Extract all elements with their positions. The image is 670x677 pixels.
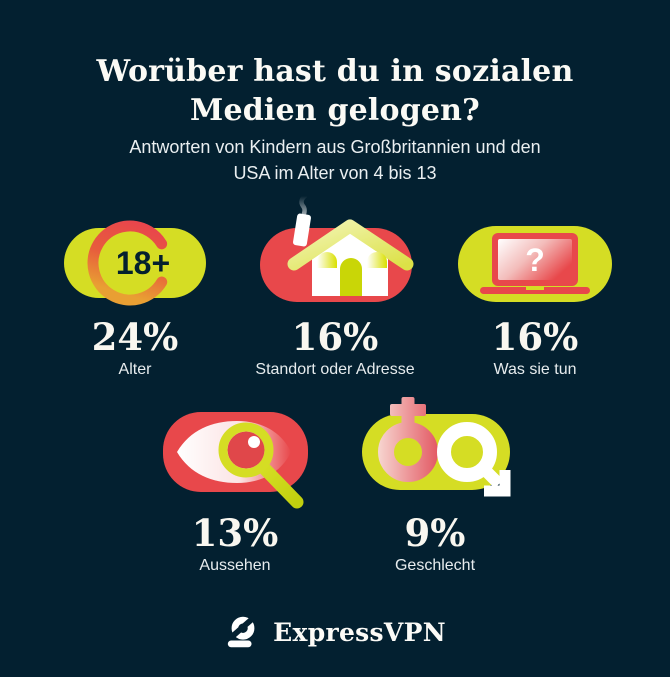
stat-alter: 18+ 24% Alter xyxy=(35,195,235,379)
stat-label: Geschlecht xyxy=(394,557,476,574)
page-subtitle: Antworten von Kindern aus Großbritannien… xyxy=(0,134,670,186)
gender-symbols-icon xyxy=(362,397,511,497)
stat-value: 13% xyxy=(191,511,279,555)
page-title: Worüber hast du in sozialen Medien gelog… xyxy=(0,52,670,130)
svg-text:18+: 18+ xyxy=(116,245,170,281)
subtitle-line-2: USA im Alter von 4 bis 13 xyxy=(233,163,437,183)
stat-standort: 16% Standort oder Adresse xyxy=(235,193,435,379)
brand-name: ExpressVPN xyxy=(273,617,446,647)
expressvpn-logo-icon xyxy=(227,616,255,648)
stat-label: Was sie tun xyxy=(493,361,577,378)
laptop-question-icon: ? xyxy=(458,226,612,302)
eye-magnifier-icon xyxy=(163,412,308,509)
stat-value: 24% xyxy=(91,315,179,359)
title-line-1: Worüber hast du in sozialen xyxy=(96,54,574,89)
house-icon xyxy=(260,193,414,302)
18-plus-badge-icon: 18+ xyxy=(64,220,206,306)
stat-aussehen: 13% Aussehen xyxy=(135,383,335,575)
stat-value: 16% xyxy=(291,315,379,359)
subtitle-line-1: Antworten von Kindern aus Großbritannien… xyxy=(129,137,541,157)
svg-text:?: ? xyxy=(525,242,545,278)
stat-label: Alter xyxy=(118,361,152,378)
stat-value: 9% xyxy=(404,511,466,555)
stat-label: Standort oder Adresse xyxy=(255,361,415,378)
title-line-2: Medien gelogen? xyxy=(190,93,480,128)
stat-was-sie-tun: ? 16% Was sie tun xyxy=(435,195,635,379)
brand-footer: ExpressVPN xyxy=(0,610,670,654)
stat-label: Aussehen xyxy=(199,557,271,574)
stat-geschlecht: 9% Geschlecht xyxy=(335,383,535,575)
stat-value: 16% xyxy=(491,315,579,359)
